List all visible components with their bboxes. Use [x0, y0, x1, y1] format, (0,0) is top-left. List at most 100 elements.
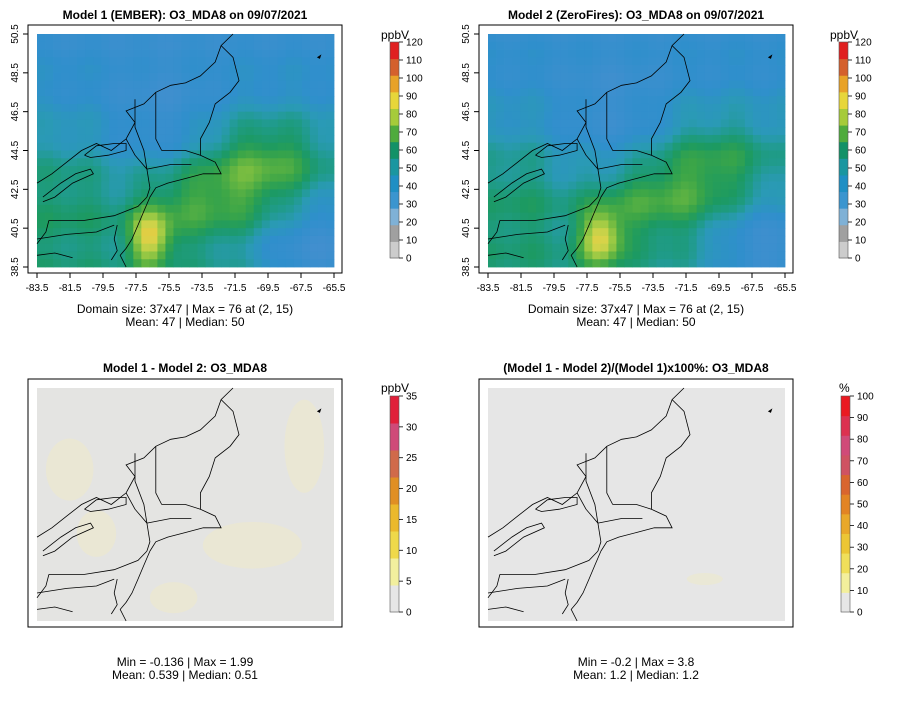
heatmap-cell	[101, 65, 110, 74]
heatmap-cell	[157, 189, 166, 198]
heatmap-cell	[157, 134, 166, 144]
heatmap-cell	[237, 150, 247, 159]
heatmap-cell	[45, 197, 54, 206]
heatmap-cell	[720, 189, 730, 198]
heatmap-cell	[181, 80, 190, 89]
heatmap-cell	[237, 189, 247, 198]
heatmap-cell	[77, 220, 86, 229]
heatmap-cell	[149, 96, 158, 105]
heatmap-cell	[269, 65, 279, 74]
heatmap-cell	[309, 72, 319, 81]
heatmap-cell	[496, 72, 505, 81]
heatmap-cell	[544, 197, 553, 206]
heatmap-cell	[768, 57, 778, 66]
heatmap-cell	[704, 204, 714, 214]
heatmap-cell	[37, 259, 46, 268]
heatmap-cell	[720, 127, 730, 136]
heatmap-cell	[576, 189, 585, 198]
heatmap-cell	[728, 57, 738, 66]
heatmap-cell	[496, 166, 505, 175]
heatmap-cell	[245, 243, 255, 252]
heatmap-cell	[608, 41, 617, 50]
heatmap-cell	[496, 189, 505, 198]
heatmap-cell	[760, 166, 770, 175]
heatmap-cell	[197, 134, 206, 144]
heatmap-cell	[261, 173, 271, 182]
heatmap-cell	[133, 119, 142, 128]
heatmap-cell	[61, 134, 70, 144]
heatmap-cell	[768, 181, 778, 190]
heatmap-cell	[520, 259, 529, 268]
heatmap-cell	[221, 235, 231, 245]
heatmap-cell	[245, 173, 255, 182]
heatmap-cell	[237, 251, 247, 260]
heatmap-cell	[752, 96, 762, 105]
heatmap-cell	[744, 57, 754, 66]
heatmap-cell	[520, 181, 529, 190]
heatmap-cell	[640, 49, 649, 58]
heatmap-cell	[744, 181, 754, 190]
heatmap-cell	[261, 243, 271, 252]
heatmap-cell	[664, 41, 674, 50]
colorbar-segment	[390, 141, 399, 159]
heatmap-cell	[656, 80, 665, 89]
heatmap-cell	[269, 212, 279, 221]
heatmap-cell	[616, 57, 625, 66]
heatmap-cell	[632, 166, 641, 175]
heatmap-cell	[488, 41, 497, 50]
heatmap-cell	[720, 65, 730, 74]
heatmap-cell	[520, 65, 529, 74]
heatmap-cell	[560, 103, 569, 113]
heatmap-cell	[125, 243, 134, 252]
heatmap-cell	[277, 204, 287, 214]
x-tick-label: -67.5	[741, 283, 764, 294]
heatmap-cell	[608, 57, 617, 66]
colorbar-segment	[839, 141, 848, 159]
heatmap-cell	[325, 150, 335, 159]
heatmap-cell	[293, 127, 303, 136]
heatmap-cell	[648, 150, 657, 159]
heatmap-cell	[648, 119, 657, 128]
heatmap-cell	[309, 34, 319, 43]
heatmap-cell	[37, 158, 46, 167]
colorbar-segment	[839, 174, 848, 193]
heatmap-cell	[181, 173, 190, 182]
heatmap-cell	[488, 57, 497, 66]
heatmap-cell	[512, 259, 521, 268]
heatmap-cell	[213, 228, 223, 237]
heatmap-cell	[536, 166, 545, 175]
heatmap-cell	[277, 166, 287, 175]
heatmap-cell	[173, 204, 182, 214]
heatmap-cell	[77, 173, 86, 182]
heatmap-cell	[552, 65, 561, 74]
heatmap-cell	[45, 111, 54, 120]
heatmap-cell	[584, 204, 593, 214]
heatmap-cell	[53, 127, 62, 136]
heatmap-cell	[309, 166, 319, 175]
heatmap-cell	[69, 212, 78, 221]
heatmap-cell	[728, 88, 738, 97]
heatmap-cell	[744, 96, 754, 105]
heatmap-cell	[496, 228, 505, 237]
heatmap-cell	[133, 80, 142, 89]
heatmap-cell	[221, 173, 231, 182]
heatmap-cell	[285, 189, 295, 198]
heatmap-cell	[752, 197, 762, 206]
heatmap-cell	[221, 103, 231, 113]
island-shape	[767, 408, 773, 413]
heatmap-cell	[149, 142, 158, 151]
heatmap-cell	[61, 127, 70, 136]
heatmap-cell	[221, 212, 231, 221]
heatmap-cell	[512, 173, 521, 182]
heatmap-cell	[85, 65, 94, 74]
colorbar-label: 50	[857, 500, 869, 511]
heatmap-cell	[109, 173, 118, 182]
heatmap-cell	[728, 197, 738, 206]
heatmap-cell	[181, 189, 190, 198]
heatmap-cell	[197, 65, 206, 74]
map-boundary-line	[597, 164, 643, 170]
heatmap-cell	[309, 243, 319, 252]
heatmap-cell	[568, 189, 577, 198]
map-boundary-line	[36, 252, 73, 259]
heatmap-cell	[656, 127, 665, 136]
